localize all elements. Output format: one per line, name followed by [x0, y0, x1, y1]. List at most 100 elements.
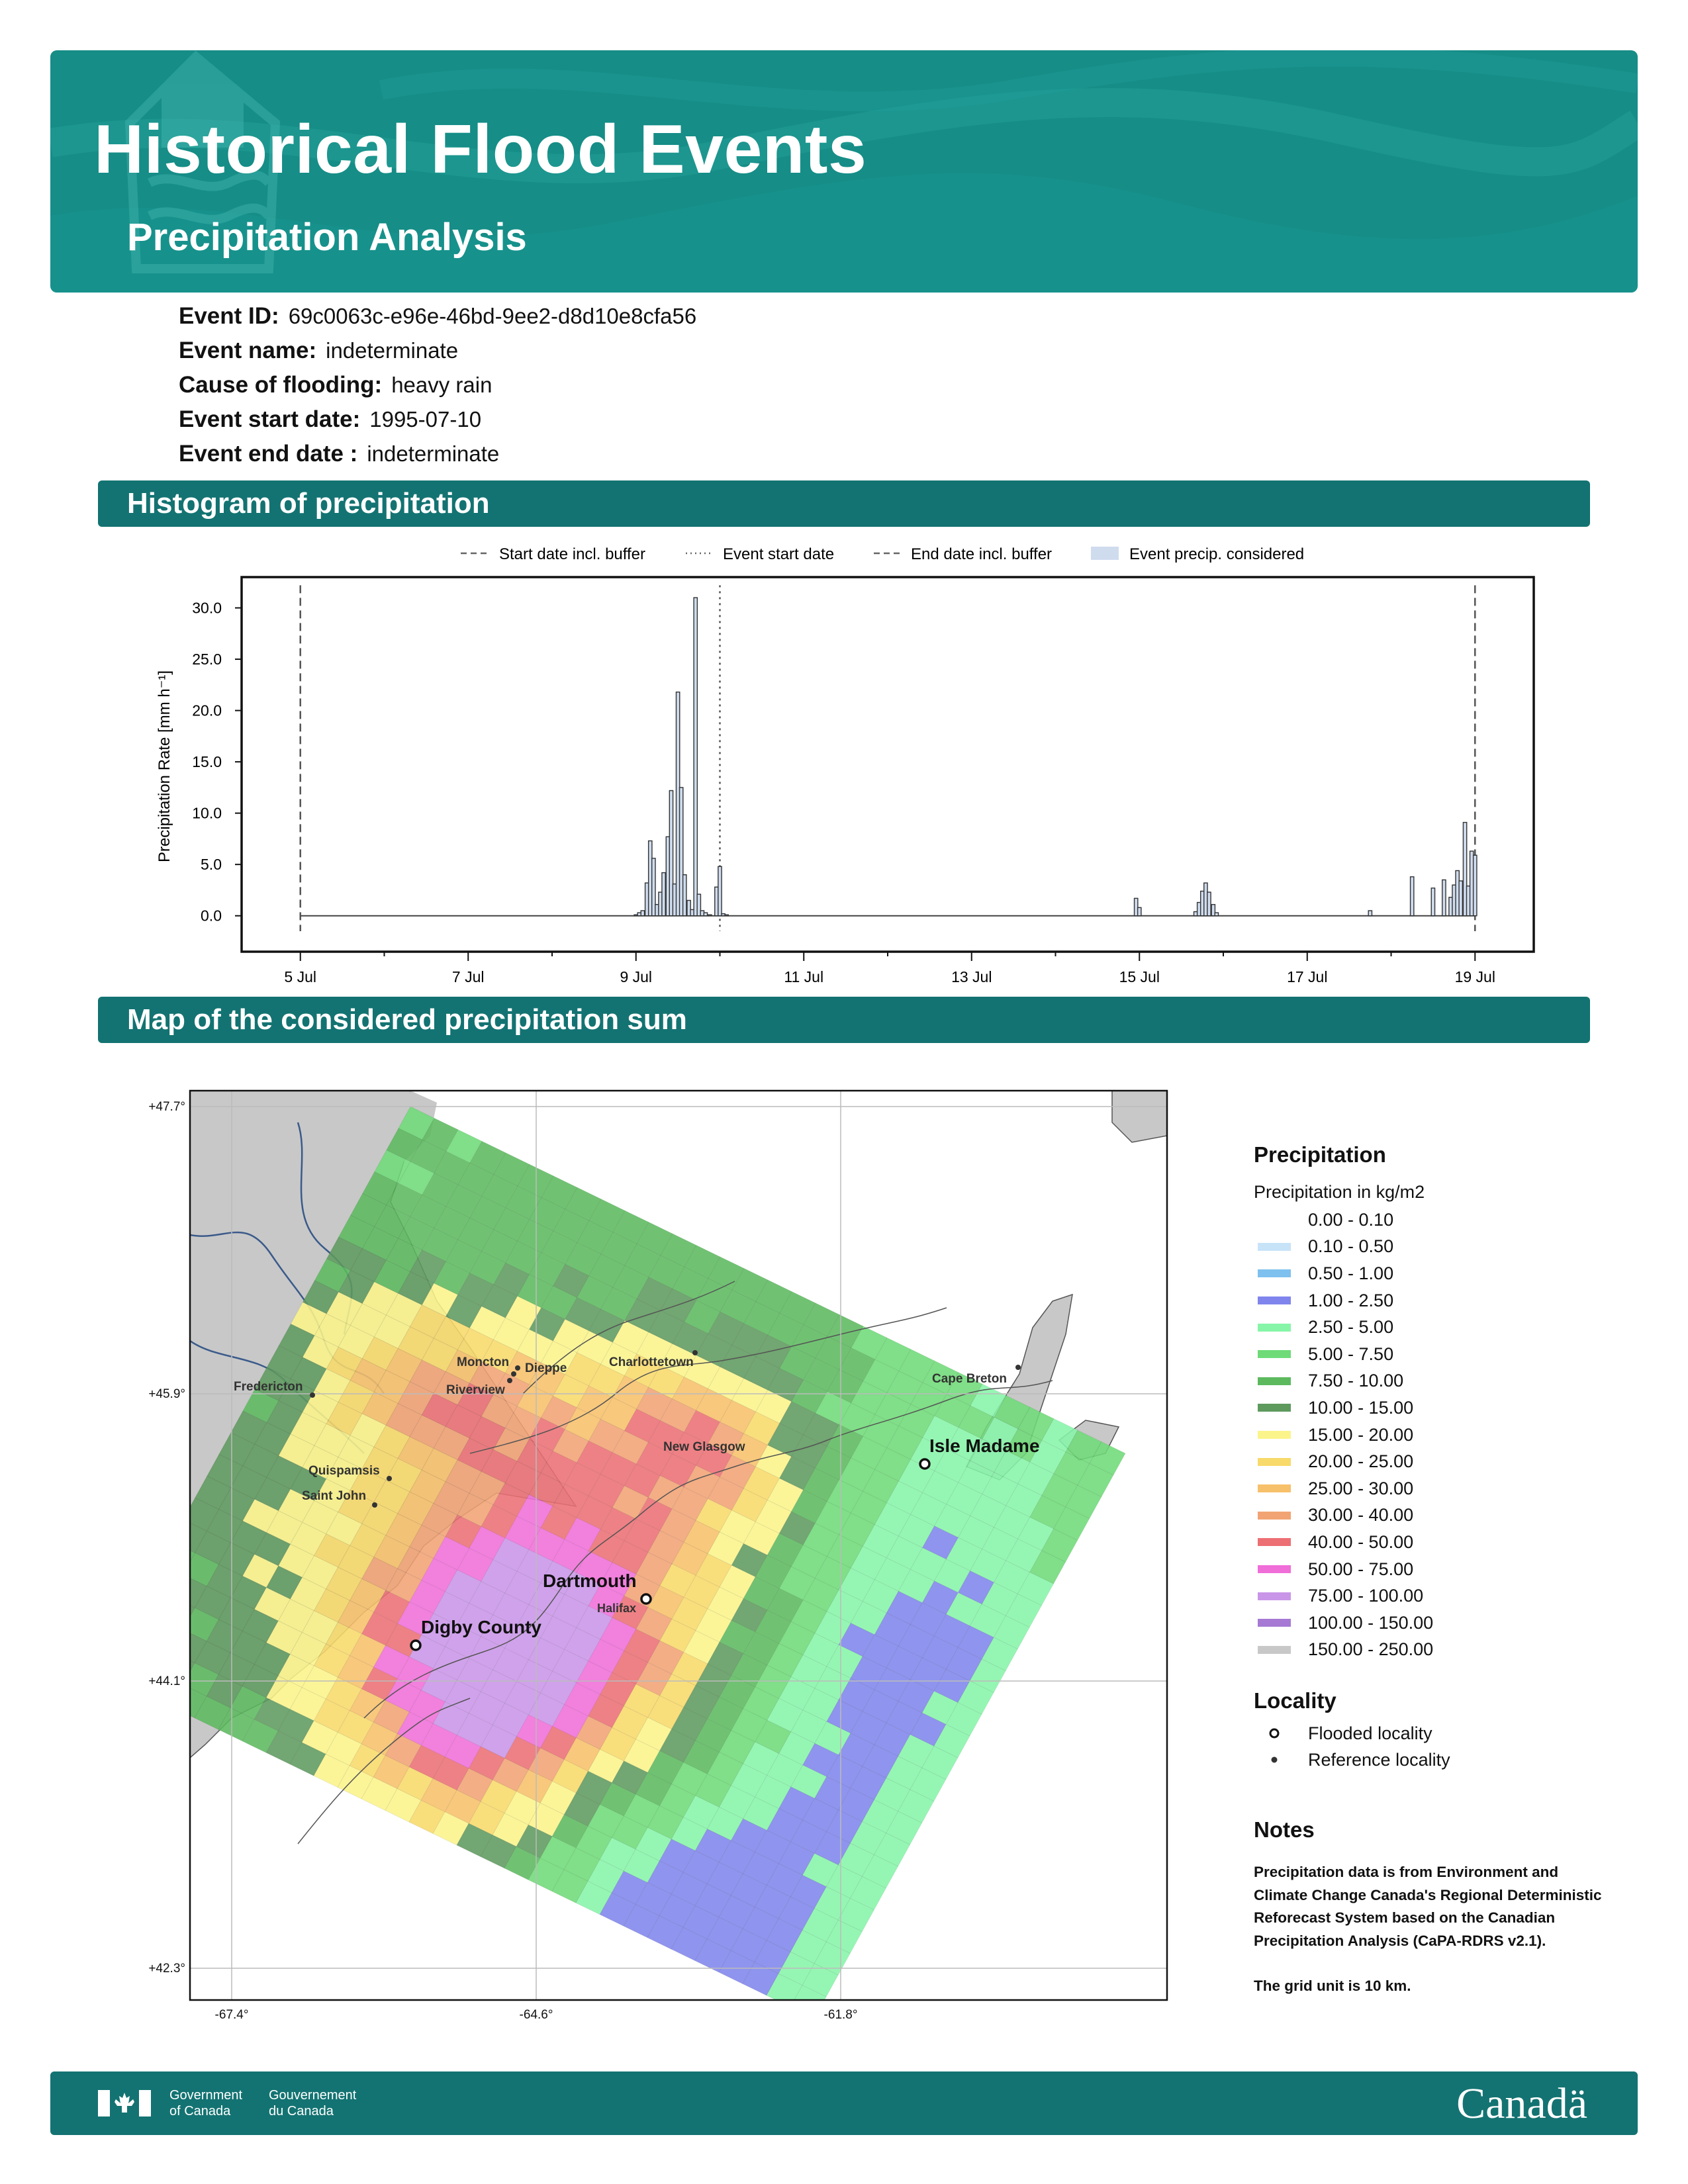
histogram-bar — [679, 787, 684, 917]
end-date-row: Event end date : indeterminate — [179, 441, 1105, 475]
gov-fr-line2: du Canada — [269, 2104, 334, 2118]
legend-bin: 10.00 - 15.00 — [1254, 1394, 1624, 1422]
histogram-bar — [651, 858, 656, 917]
grid-cell — [147, 1563, 183, 1596]
legend-swatch — [1258, 1269, 1291, 1278]
reference-locality-marker — [515, 1365, 520, 1371]
y-tick-label: 20.0 — [192, 702, 222, 719]
coastline — [363, 1380, 1053, 1719]
notes-text: Precipitation data is from Environment a… — [1254, 1864, 1602, 1949]
reference-locality-marker — [507, 1378, 512, 1383]
place-label: Charlottetown — [609, 1355, 694, 1369]
legend-bins: 0.00 - 0.10 0.10 - 0.50 0.50 - 1.00 1.00 - … — [1254, 1206, 1624, 1663]
place-label: Moncton — [457, 1355, 509, 1369]
reference-marker-icon — [1254, 1753, 1295, 1766]
lon-label: -67.4° — [215, 2008, 249, 2022]
x-tick-label: 5 Jul — [284, 968, 316, 985]
legend-bin: 5.00 - 7.50 — [1254, 1341, 1624, 1368]
legend-swatch — [1258, 1457, 1291, 1466]
legend-bin-label: 25.00 - 30.00 — [1308, 1478, 1414, 1498]
map-section-title: Map of the considered precipitation sum — [127, 1003, 687, 1036]
histogram-bar — [640, 910, 645, 917]
notes-heading: Notes — [1254, 1817, 1315, 1842]
legend-bin: 7.50 - 10.00 — [1254, 1368, 1624, 1395]
map-axis-labels: +47.7° +45.9° +44.1° +42.3° -67.4° -64.6… — [148, 1100, 857, 2022]
histogram-bar — [686, 899, 691, 917]
coastline — [522, 1281, 735, 1394]
house-icon — [124, 50, 281, 273]
legend-bin-label: 0.50 - 1.00 — [1308, 1263, 1394, 1283]
legend-bin-label: 2.50 - 5.00 — [1308, 1317, 1394, 1338]
legend-event-start-label: Event start date — [723, 545, 834, 563]
histogram-bar — [724, 914, 729, 917]
legend-bin-label: 7.50 - 10.00 — [1308, 1371, 1404, 1391]
map-legend: Precipitation Precipitation in kg/m2 0.0… — [1254, 1142, 1624, 1773]
legend-bin: 100.00 - 150.00 — [1254, 1610, 1624, 1637]
gov-fr: Gouvernement du Canada — [269, 2087, 356, 2119]
x-tick-label: 15 Jul — [1119, 968, 1160, 985]
grid-cell — [126, 1606, 159, 1639]
map-frame — [189, 1089, 1168, 2001]
locality-legend: Flooded locality Reference locality — [1254, 1720, 1624, 1773]
legend-swatch — [1258, 1511, 1291, 1520]
histogram-bar — [669, 790, 674, 917]
place-label: Saint John — [302, 1489, 366, 1503]
histogram-bar — [682, 874, 687, 917]
legend-bin-label: 75.00 - 100.00 — [1308, 1586, 1424, 1606]
histogram-bar — [718, 866, 722, 917]
grid-cell — [766, 1973, 803, 2000]
place-label: Digby County — [421, 1617, 541, 1637]
grid-cell — [126, 1650, 135, 1683]
y-tick-label: 5.0 — [201, 856, 222, 873]
legend-swatch — [1258, 1377, 1291, 1385]
reference-localities — [310, 1350, 1021, 1508]
reference-locality-marker — [372, 1502, 377, 1508]
cause-row: Cause of flooding: heavy rain — [179, 372, 1105, 406]
legend-bin-label: 0.00 - 0.10 — [1308, 1209, 1394, 1230]
event-id-value: 69c0063c-e96e-46bd-9ee2-d8d10e8cfa56 — [288, 304, 697, 328]
legend-bin: 25.00 - 30.00 — [1254, 1475, 1624, 1502]
x-tick-label: 9 Jul — [620, 968, 652, 985]
legend-precip-label: Event precip. considered — [1129, 545, 1304, 563]
histogram-bar — [1137, 907, 1142, 917]
place-label: New Glasgow — [663, 1440, 745, 1454]
legend-swatch — [1258, 1323, 1291, 1332]
legend-swatch — [1258, 1565, 1291, 1574]
legend-heading: Precipitation — [1254, 1142, 1386, 1167]
grid-cell — [126, 1628, 147, 1661]
reference-locality-labels: Moncton Dieppe Riverview Charlottetown F… — [234, 1355, 1007, 1615]
legend-bin: 15.00 - 20.00 — [1254, 1422, 1624, 1449]
histogram-section-bar: Histogram of precipitation — [98, 480, 1590, 527]
y-tick-label: 30.0 — [192, 600, 222, 617]
histogram-bar — [707, 914, 712, 917]
flooded-locality-marker — [410, 1639, 422, 1651]
x-tick-label: 13 Jul — [951, 968, 992, 985]
y-ticks: 0.0 5.0 10.0 15.0 20.0 25.0 30.0 — [192, 600, 242, 925]
place-label: Halifax — [597, 1602, 636, 1615]
legend-bin: 0.00 - 0.10 — [1254, 1206, 1624, 1234]
histogram-section-title: Histogram of precipitation — [127, 487, 490, 520]
histogram-bar — [1472, 854, 1477, 917]
legend-bin-label: 10.00 - 15.00 — [1308, 1397, 1414, 1418]
legend-reference-label: Reference locality — [1308, 1749, 1450, 1770]
header-waves-decoration — [50, 50, 1638, 293]
gov-en-line2: of Canada — [169, 2104, 231, 2118]
locality-heading: Locality — [1254, 1688, 1336, 1713]
graticule — [190, 1091, 1167, 2000]
legend-swatch — [1258, 1538, 1291, 1547]
reference-locality-marker — [511, 1371, 516, 1377]
footer: Government of Canada Gouvernement du Can… — [50, 2071, 1638, 2135]
place-label: Cape Breton — [932, 1372, 1007, 1386]
legend-bin: 30.00 - 40.00 — [1254, 1502, 1624, 1529]
coastline — [297, 1698, 471, 1844]
legend-bin-label: 1.00 - 2.50 — [1308, 1290, 1394, 1310]
cause-label: Cause of flooding: — [179, 372, 383, 398]
legend-end-buffer-label: End date incl. buffer — [911, 545, 1052, 563]
legend-swatch — [1258, 1484, 1291, 1493]
legend-bin-label: 150.00 - 250.00 — [1308, 1639, 1434, 1660]
legend-subheading: Precipitation in kg/m2 — [1254, 1182, 1425, 1202]
newfoundland-land — [1111, 1091, 1167, 1143]
legend-bin-label: 100.00 - 150.00 — [1308, 1612, 1434, 1633]
event-id-label: Event ID: — [179, 303, 279, 329]
legend-bin-label: 15.00 - 20.00 — [1308, 1424, 1414, 1445]
